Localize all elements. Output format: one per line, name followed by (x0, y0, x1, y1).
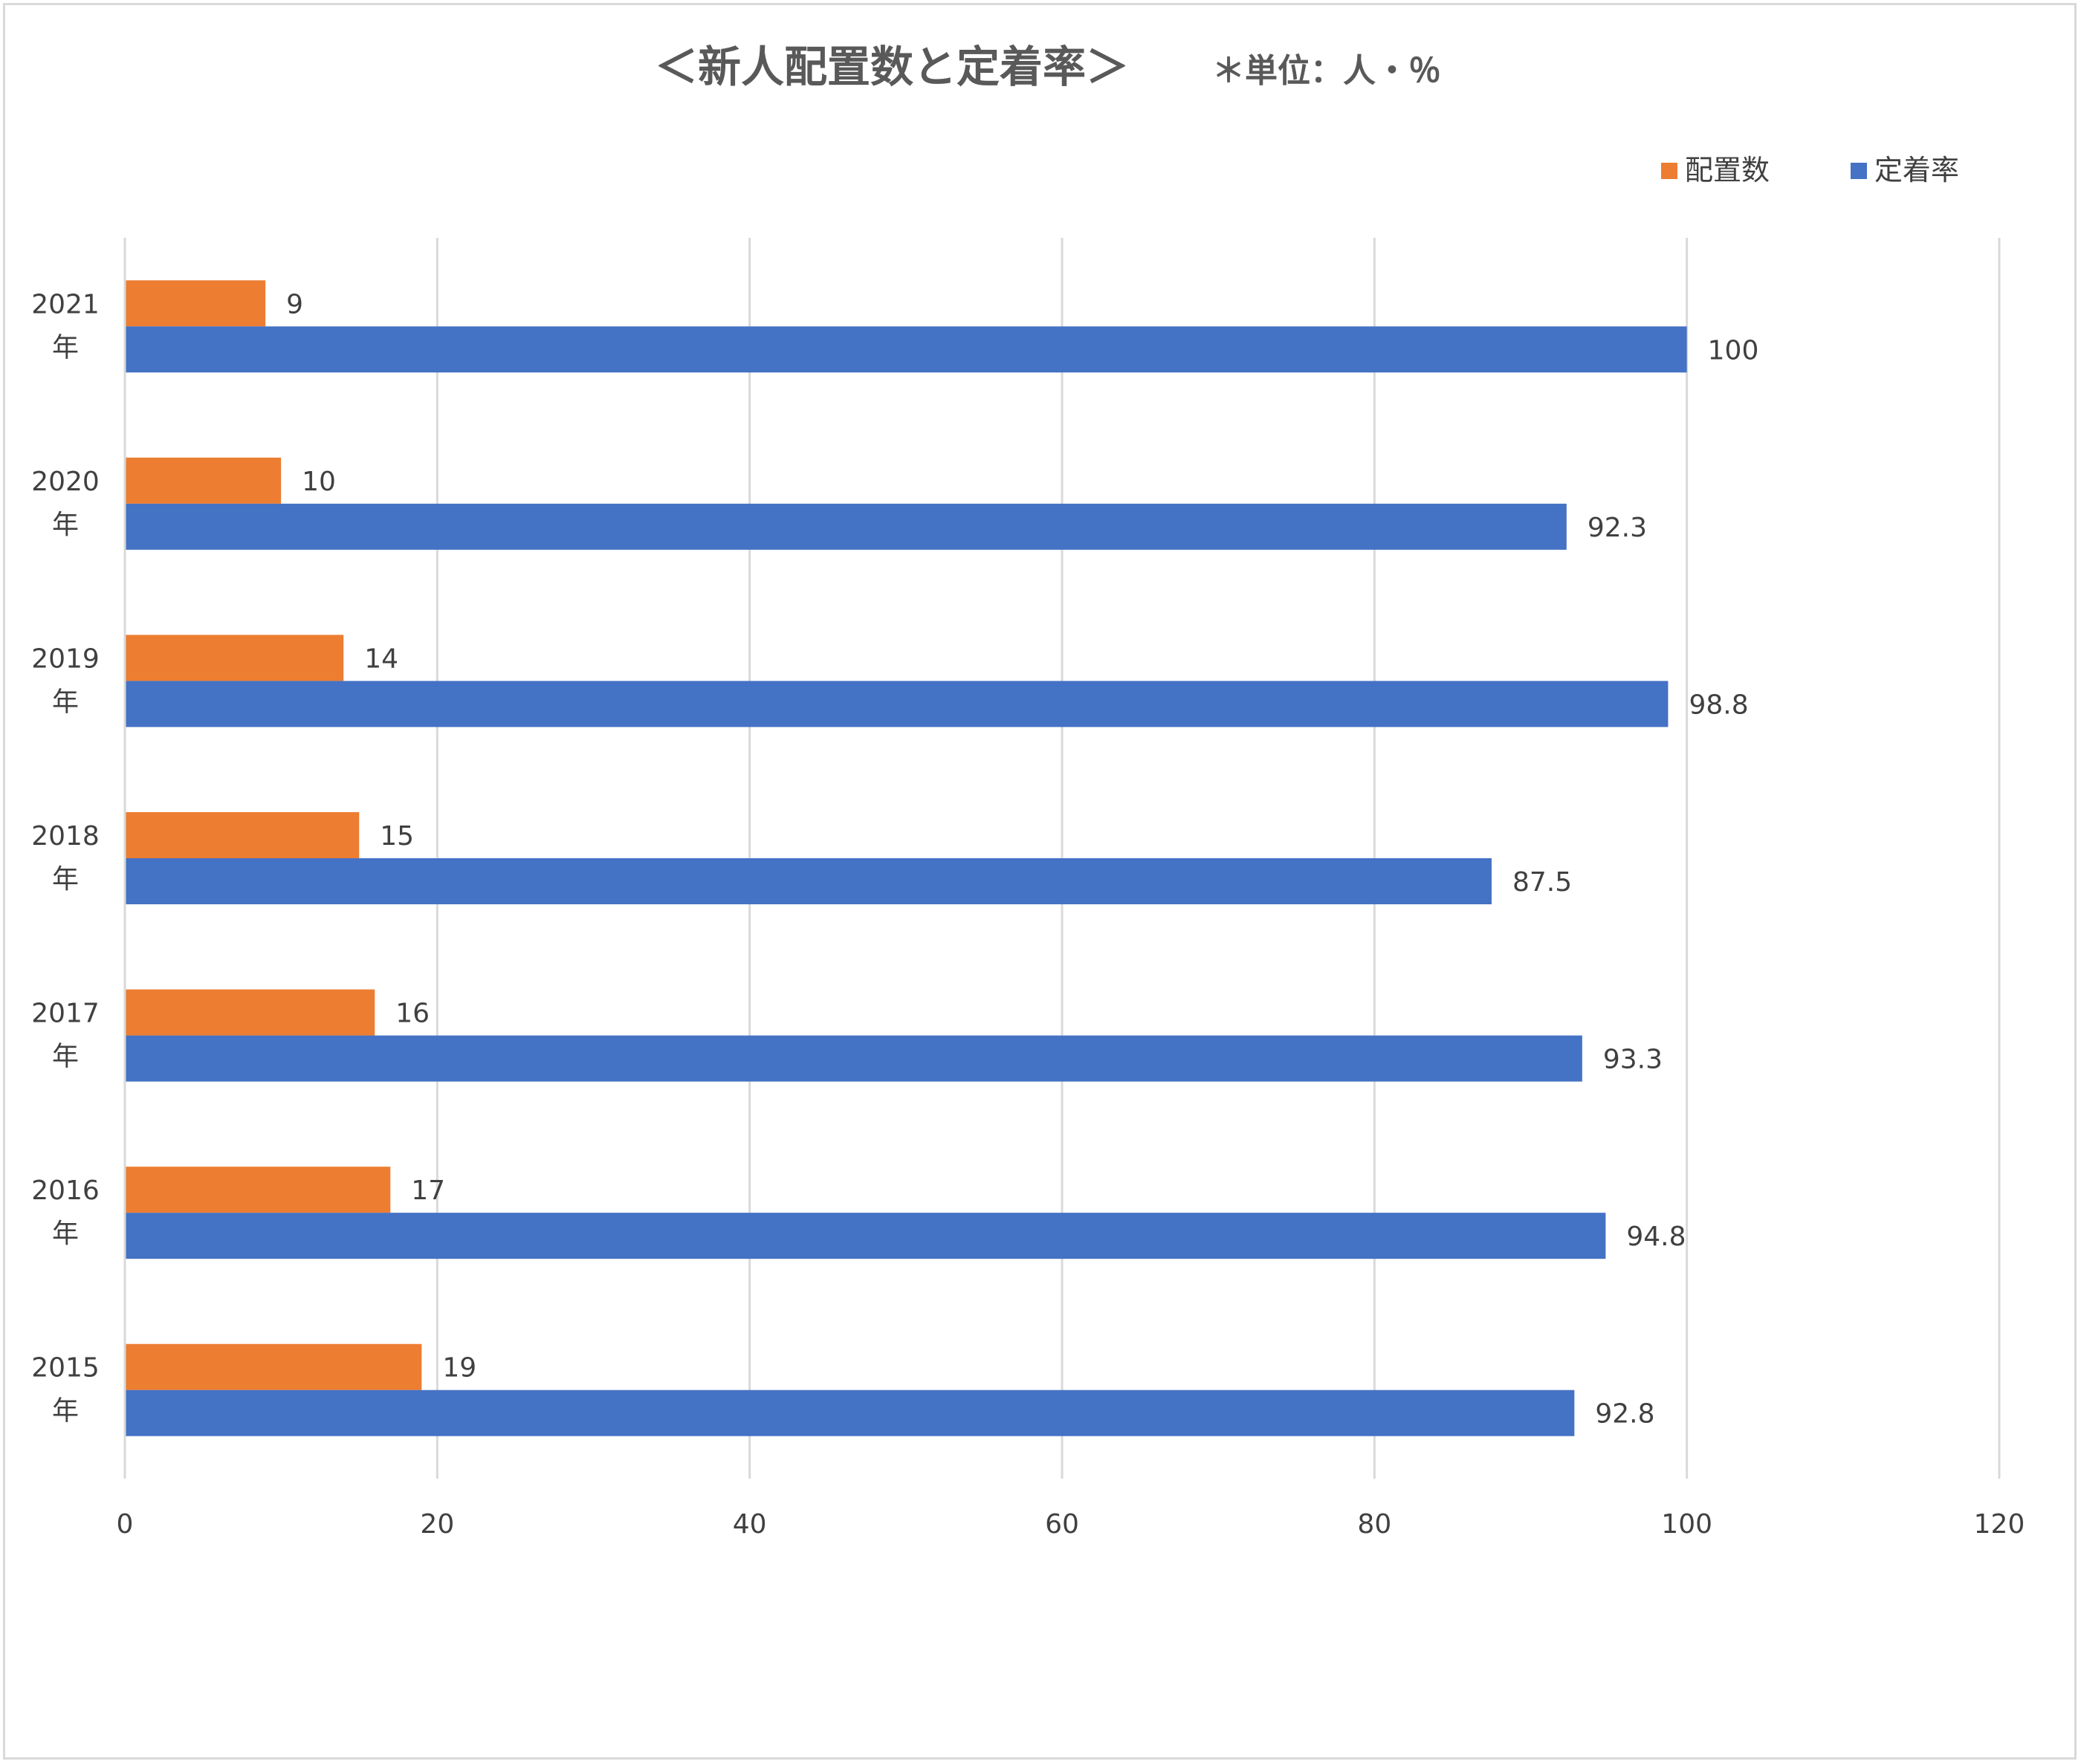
data-label: 15 (380, 821, 414, 852)
bar-定着率-5 (125, 1213, 1606, 1259)
bar-配置数-0 (125, 280, 266, 327)
bar-定着率-0 (125, 326, 1687, 373)
data-label: 17 (411, 1176, 445, 1206)
data-labels: 9 100 10 92.3 14 98.8 15 87.5 16 93.3 17 94.8 19 92.8 (286, 289, 1758, 1429)
data-label: 92.3 (1588, 513, 1647, 543)
x-tick-label: 40 (733, 1509, 767, 1540)
data-label: 94.8 (1626, 1222, 1686, 1252)
legend-swatch-配置数 (1661, 163, 1677, 179)
category-label: 2021 年 (31, 289, 100, 363)
chart-title: ＜新人配置数と定着率＞ (655, 42, 1129, 92)
data-label: 10 (302, 467, 336, 497)
bar-定着率-1 (125, 503, 1567, 550)
x-tick-label: 100 (1661, 1509, 1712, 1540)
bar-定着率-6 (125, 1390, 1575, 1436)
category-label: 2019 年 (31, 643, 100, 717)
bar-配置数-3 (125, 812, 360, 858)
category-label: 2015 年 (31, 1353, 100, 1427)
data-label: 93.3 (1603, 1045, 1663, 1075)
bar-定着率-2 (125, 681, 1669, 727)
data-label: 14 (364, 643, 398, 674)
x-tick-label: 0 (117, 1509, 134, 1540)
bars (125, 280, 1687, 1436)
category-label: 2016 年 (31, 1176, 100, 1249)
data-label: 98.8 (1689, 690, 1748, 720)
data-label: 92.8 (1595, 1399, 1654, 1430)
x-tick-label: 120 (1974, 1509, 2025, 1540)
data-label: 100 (1708, 335, 1759, 366)
category-label: 2018 年 (31, 821, 100, 895)
data-label: 19 (442, 1353, 476, 1384)
legend: 配置数 定着率 (1661, 154, 1959, 187)
bar-定着率-3 (125, 858, 1492, 904)
x-tick-label: 60 (1045, 1509, 1079, 1540)
x-tick-label: 20 (420, 1509, 454, 1540)
data-label: 87.5 (1512, 867, 1572, 898)
bar-配置数-1 (125, 457, 282, 504)
legend-label: 定着率 (1874, 154, 1959, 187)
bar-配置数-5 (125, 1167, 391, 1213)
legend-swatch-定着率 (1851, 163, 1867, 179)
legend-label: 配置数 (1685, 154, 1770, 187)
bar-配置数-4 (125, 989, 375, 1036)
data-label: 9 (286, 289, 303, 320)
x-tick-label: 80 (1357, 1509, 1391, 1540)
category-label: 2020 年 (31, 467, 100, 540)
bar-定着率-4 (125, 1035, 1582, 1082)
bar-配置数-2 (125, 635, 344, 681)
bar-配置数-6 (125, 1343, 422, 1390)
data-label: 16 (395, 999, 430, 1029)
axes: 0 20 40 60 80 100 120 2021 年 2020 年 2019 年 2018 年 2017 年… (31, 238, 2025, 1540)
category-label: 2017 年 (31, 999, 100, 1072)
chart-subtitle: ＊単位：人・％ (1212, 52, 1441, 90)
